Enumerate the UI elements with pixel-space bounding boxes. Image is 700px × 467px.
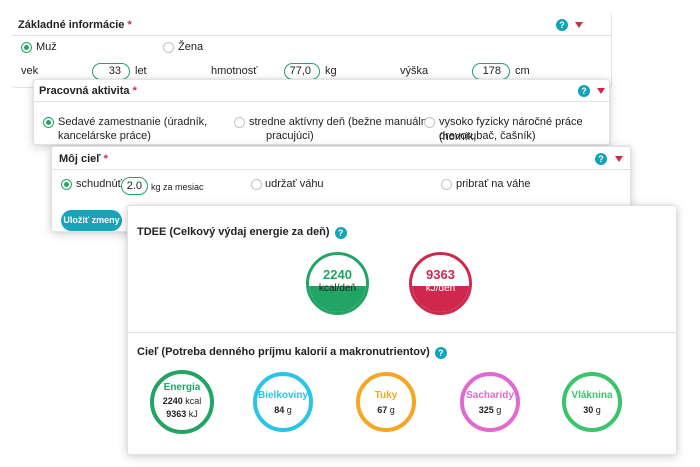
divider [12,35,611,36]
fiber-label: Vláknina [571,390,613,401]
energy-kj-unit: kJ [188,409,198,419]
carbs-amount: 325 g [464,405,516,415]
activity-option-moderate-line1[interactable]: stredne aktívny deň (bežne manuálne [249,116,434,128]
height-label: výška [400,65,429,77]
goal-lose-label[interactable]: schudnúť [76,178,122,190]
save-button[interactable]: Uložiť zmeny [61,210,122,231]
kcal-gauge-fill [309,286,366,312]
age-input[interactable]: 33 [92,63,130,80]
kcal-gauge: 2240 kcal/deň [306,252,369,315]
help-icon[interactable]: ? [434,347,447,359]
tdee-title-text: TDEE (Celkový výdaj energie za deň) [137,226,330,238]
help-icon[interactable]: ? [578,85,590,97]
divider [34,101,609,102]
fat-amount: 67 g [360,405,412,415]
goal-title: Môj cieľ * [59,153,108,165]
caret-down-icon[interactable] [575,22,583,28]
gender-female-label[interactable]: Žena [178,41,204,53]
target-title-text: Cieľ (Potreba denného príjmu kalorií a m… [137,346,430,358]
protein-ring: Bielkoviny 84 g [253,372,313,432]
age-label: vek [21,65,39,77]
required-mark: * [132,85,137,97]
protein-unit: g [286,405,292,415]
energy-kj: 9363 kJ [154,409,210,419]
fat-ring: Tuky 67 g [356,372,416,432]
protein-label: Bielkoviny [257,390,309,401]
activity-option-heavy-radio[interactable] [424,117,435,128]
gender-male-label[interactable]: Muž [36,41,57,53]
energy-label: Energia [163,382,201,393]
activity-option-heavy-line1[interactable]: vysoko fyzicky náročné práce (horník, [439,116,583,143]
height-input[interactable]: 178 [472,63,510,80]
basic-info-title-text: Základné informácie [18,19,125,31]
energy-kj-value: 9363 [166,409,187,419]
energy-kcal-value: 2240 [162,396,183,406]
kcal-unit: kcal/deň [318,283,357,294]
fat-label: Tuky [374,390,398,401]
activity-card: Pracovná aktivita * ? Sedavé zamestnanie… [33,79,610,145]
fiber-amount: 30 g [566,405,618,415]
activity-option-sedentary-line1[interactable]: Sedavé zamestnanie (úradník, [58,116,208,128]
activity-option-heavy-line2[interactable]: drevorubač, čašník) [439,130,536,142]
required-mark: * [103,153,108,165]
carbs-label: Sacharidy [466,390,514,401]
basic-info-title: Základné informácie * [18,19,132,31]
energy-kcal-unit: kcal [185,396,202,406]
age-unit: let [135,65,147,77]
basic-info-card: Základné informácie * ? Muž Žena vek 33 … [12,12,612,88]
activity-option-sedentary-radio[interactable] [43,117,54,128]
target-title: Cieľ (Potreba denného príjmu kalorií a m… [137,346,447,359]
protein-value: 84 [274,405,285,415]
gender-female-radio[interactable] [163,42,174,53]
goal-lose-radio[interactable] [61,179,72,190]
fat-value: 67 [377,405,388,415]
goal-gain-radio[interactable] [441,179,452,190]
kj-unit: kJ/deň [425,283,456,294]
goal-title-text: Môj cieľ [59,153,101,165]
fat-unit: g [389,405,395,415]
height-unit: cm [515,65,530,77]
energy-kcal: 2240 kcal [154,396,210,406]
results-card: TDEE (Celkový výdaj energie za deň) ? 22… [127,205,677,455]
protein-amount: 84 g [257,405,309,415]
weight-label: hmotnosť [211,65,258,77]
kj-gauge: 9363 kJ/deň [409,252,472,315]
goal-keep-radio[interactable] [251,179,262,190]
required-mark: * [127,19,132,31]
help-icon[interactable]: ? [334,227,347,239]
activity-option-moderate-radio[interactable] [234,117,245,128]
goal-lose-input[interactable]: 2.0 [121,177,148,195]
activity-option-sedentary-line2[interactable]: kancelárske práce) [58,130,151,142]
divider [52,169,630,170]
tdee-title: TDEE (Celkový výdaj energie za deň) ? [137,226,347,239]
energy-ring: Energia 2240 kcal 9363 kJ [150,370,214,434]
kj-gauge-fill [412,286,469,312]
help-icon[interactable]: ? [556,19,568,31]
gender-male-radio[interactable] [21,42,32,53]
activity-title: Pracovná aktivita * [39,85,137,97]
goal-keep-label[interactable]: udržať váhu [265,178,324,190]
goal-gain-label[interactable]: pribrať na váhe [456,178,531,190]
caret-down-icon[interactable] [597,88,605,94]
weight-unit: kg [325,65,337,77]
activity-option-moderate-line2[interactable]: pracujúci) [266,130,314,142]
kcal-value: 2240 [323,267,352,282]
divider [128,332,676,333]
goal-lose-unit: kg za mesiac [151,182,204,192]
kj-value: 9363 [426,267,455,282]
weight-input[interactable]: 77,0 [284,63,320,80]
help-icon[interactable]: ? [595,153,607,165]
fiber-unit: g [595,405,601,415]
carbs-value: 325 [478,405,494,415]
carbs-unit: g [496,405,502,415]
fiber-ring: Vláknina 30 g [562,372,622,432]
caret-down-icon[interactable] [615,156,623,162]
fiber-value: 30 [583,405,594,415]
activity-title-text: Pracovná aktivita [39,85,130,97]
carbs-ring: Sacharidy 325 g [460,372,520,432]
